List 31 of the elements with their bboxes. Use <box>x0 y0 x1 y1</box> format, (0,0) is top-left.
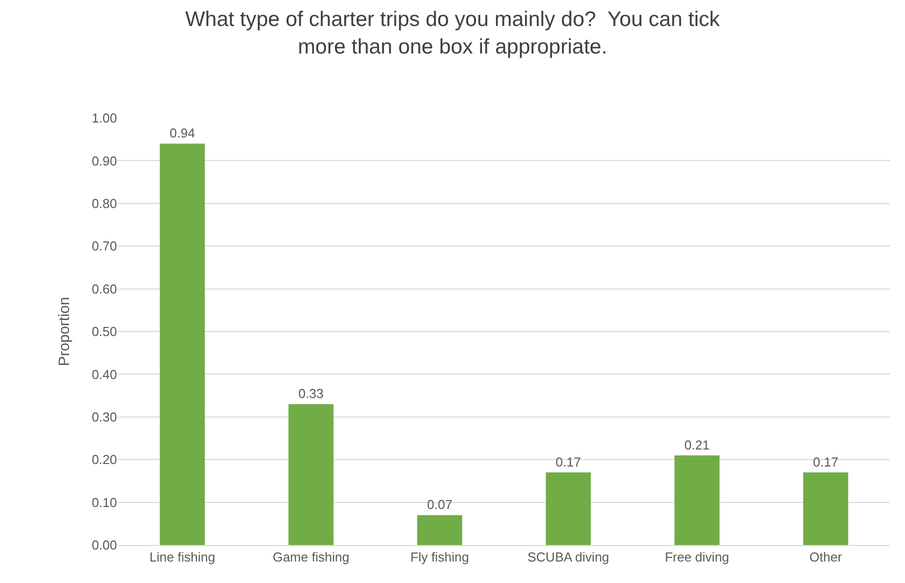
x-tick-label: Fly fishing <box>410 550 469 565</box>
data-label: 0.17 <box>813 454 838 470</box>
y-tick-label: 0.80 <box>92 196 117 211</box>
bar <box>803 472 848 545</box>
x-tick-label: Game fishing <box>272 550 350 565</box>
y-tick-label: 0.90 <box>92 153 117 168</box>
y-axis-title: Proportion <box>56 296 73 366</box>
data-label: 0.21 <box>684 437 710 452</box>
chart-title: What type of charter trips do you mainly do? You can tick more than one box if appropriate. <box>185 8 720 59</box>
bar <box>546 472 591 545</box>
y-tick-label: 0.40 <box>92 366 117 382</box>
bar <box>288 404 334 545</box>
data-label: 0.33 <box>298 386 324 402</box>
y-tick-label: 0.50 <box>92 324 117 340</box>
data-label: 0.07 <box>427 497 452 512</box>
x-tick-label: Line fishing <box>149 550 216 565</box>
y-tick-label: 0.00 <box>92 538 117 553</box>
y-tick-label: 0.30 <box>92 409 117 424</box>
x-tick-label: SCUBA diving <box>528 550 610 565</box>
data-label: 0.17 <box>556 454 581 470</box>
y-tick-label: 0.60 <box>92 281 117 296</box>
x-tick-label: Free diving <box>664 550 730 565</box>
data-label: 0.94 <box>170 126 195 141</box>
bar <box>674 455 720 545</box>
y-tick-label: 0.10 <box>92 494 117 510</box>
y-tick-label: 0.20 <box>92 452 117 468</box>
bar <box>417 515 462 545</box>
y-tick-label: 0.70 <box>92 238 117 254</box>
x-tick-label: Other <box>809 550 843 565</box>
bar <box>160 144 205 545</box>
y-tick-label: 1.00 <box>92 110 117 126</box>
